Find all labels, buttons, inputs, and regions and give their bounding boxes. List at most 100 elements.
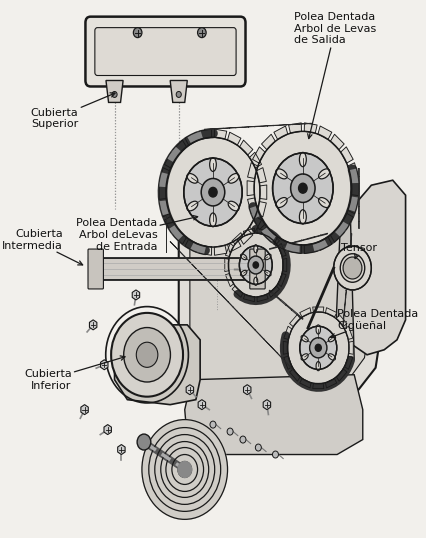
Ellipse shape (299, 210, 306, 224)
Ellipse shape (187, 174, 198, 183)
Polygon shape (273, 349, 277, 353)
Ellipse shape (316, 325, 320, 334)
Circle shape (291, 174, 315, 202)
Polygon shape (104, 424, 112, 435)
Polygon shape (228, 302, 233, 307)
Polygon shape (256, 168, 266, 183)
Polygon shape (269, 290, 275, 296)
Polygon shape (243, 294, 255, 302)
Text: Cubierta
Inferior: Cubierta Inferior (24, 356, 125, 391)
Polygon shape (345, 180, 406, 355)
Polygon shape (288, 243, 302, 253)
Circle shape (176, 91, 181, 97)
Polygon shape (247, 181, 254, 196)
Ellipse shape (254, 277, 258, 285)
Polygon shape (337, 314, 347, 327)
Polygon shape (290, 369, 300, 381)
Polygon shape (232, 233, 243, 244)
Polygon shape (262, 226, 275, 242)
FancyBboxPatch shape (86, 17, 245, 87)
Polygon shape (325, 308, 337, 317)
Polygon shape (291, 309, 298, 315)
Circle shape (255, 444, 261, 451)
Polygon shape (132, 290, 140, 300)
Polygon shape (106, 81, 123, 102)
Circle shape (198, 27, 206, 38)
Polygon shape (358, 183, 359, 190)
Polygon shape (341, 147, 353, 163)
Ellipse shape (265, 270, 271, 276)
Polygon shape (349, 248, 351, 255)
Polygon shape (268, 344, 273, 349)
Polygon shape (248, 126, 255, 127)
Text: Tensor: Tensor (341, 243, 377, 259)
Polygon shape (282, 244, 289, 246)
Polygon shape (188, 260, 193, 265)
Polygon shape (351, 233, 352, 241)
Polygon shape (246, 321, 250, 325)
Polygon shape (175, 246, 179, 251)
Polygon shape (321, 233, 327, 236)
Polygon shape (89, 320, 97, 330)
Polygon shape (225, 243, 233, 257)
FancyBboxPatch shape (95, 27, 236, 75)
Ellipse shape (210, 158, 216, 172)
Polygon shape (244, 385, 251, 395)
Text: Cubierta
Superior: Cubierta Superior (31, 93, 115, 129)
Polygon shape (331, 134, 344, 150)
Ellipse shape (210, 213, 216, 227)
Circle shape (112, 91, 117, 97)
Polygon shape (256, 202, 266, 217)
FancyBboxPatch shape (250, 249, 265, 289)
Polygon shape (273, 125, 280, 126)
Circle shape (273, 451, 279, 458)
Polygon shape (278, 243, 286, 257)
Polygon shape (318, 237, 332, 250)
Polygon shape (242, 316, 246, 321)
Ellipse shape (299, 152, 306, 167)
Circle shape (273, 153, 333, 223)
Circle shape (254, 131, 351, 245)
Polygon shape (227, 239, 241, 252)
Polygon shape (197, 270, 201, 274)
Polygon shape (304, 123, 317, 133)
Polygon shape (289, 242, 295, 244)
Circle shape (228, 233, 283, 297)
Polygon shape (300, 308, 311, 317)
Polygon shape (185, 375, 363, 455)
Circle shape (300, 326, 337, 370)
Polygon shape (236, 127, 242, 128)
Circle shape (239, 246, 272, 284)
Polygon shape (227, 132, 241, 145)
Circle shape (136, 342, 158, 367)
Polygon shape (358, 221, 359, 228)
Polygon shape (160, 202, 170, 217)
Polygon shape (280, 300, 286, 305)
Polygon shape (160, 168, 170, 183)
Text: Polea Dentada
Arbol deLevas
de Entrada: Polea Dentada Arbol deLevas de Entrada (76, 216, 198, 252)
Polygon shape (257, 228, 268, 236)
Polygon shape (350, 241, 351, 248)
Polygon shape (170, 242, 175, 246)
Polygon shape (115, 325, 200, 405)
Polygon shape (348, 262, 349, 270)
Polygon shape (268, 125, 273, 126)
Circle shape (178, 462, 192, 477)
Polygon shape (295, 372, 300, 377)
Polygon shape (239, 229, 253, 244)
Polygon shape (219, 293, 224, 298)
Polygon shape (274, 237, 288, 250)
Polygon shape (344, 305, 345, 312)
Ellipse shape (301, 335, 308, 342)
Polygon shape (343, 319, 344, 326)
Polygon shape (345, 291, 346, 298)
Circle shape (227, 428, 233, 435)
Polygon shape (232, 286, 243, 298)
Polygon shape (263, 400, 271, 409)
Polygon shape (297, 314, 303, 320)
Ellipse shape (276, 197, 287, 208)
Polygon shape (264, 339, 268, 344)
Polygon shape (164, 216, 176, 232)
Polygon shape (302, 238, 308, 241)
Ellipse shape (241, 270, 247, 276)
